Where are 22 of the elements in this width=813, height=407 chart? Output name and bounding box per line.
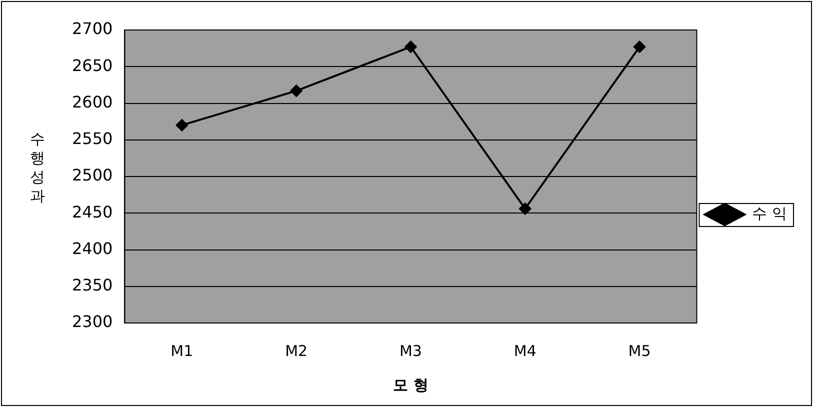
y-axis-title: 수행성과	[30, 130, 46, 206]
y-tick-label: 2650	[72, 56, 113, 75]
x-axis-title: 모 형	[393, 376, 428, 394]
x-tick-label: M4	[514, 342, 536, 360]
point	[634, 40, 646, 53]
point	[519, 202, 532, 215]
point	[176, 119, 188, 132]
x-tick-label: M1	[170, 342, 194, 360]
x-tick-label: M3	[399, 342, 422, 360]
legend-label: 수 익	[752, 204, 788, 222]
y-tick-label: 2550	[72, 129, 113, 148]
y-tick-label: 2600	[72, 92, 113, 112]
x-tick-label: M2	[285, 342, 308, 360]
y-tick-label: 2500	[72, 166, 113, 185]
y-tick-label: 2400	[72, 238, 113, 258]
y-tick-label: 2450	[72, 202, 113, 222]
y-tick-label: 2700	[72, 19, 113, 38]
y-tick-label: 2300	[72, 312, 113, 332]
x-tick-label: M5	[628, 342, 651, 360]
point	[290, 84, 302, 97]
point	[404, 40, 417, 53]
y-tick-label: 2350	[72, 276, 113, 295]
